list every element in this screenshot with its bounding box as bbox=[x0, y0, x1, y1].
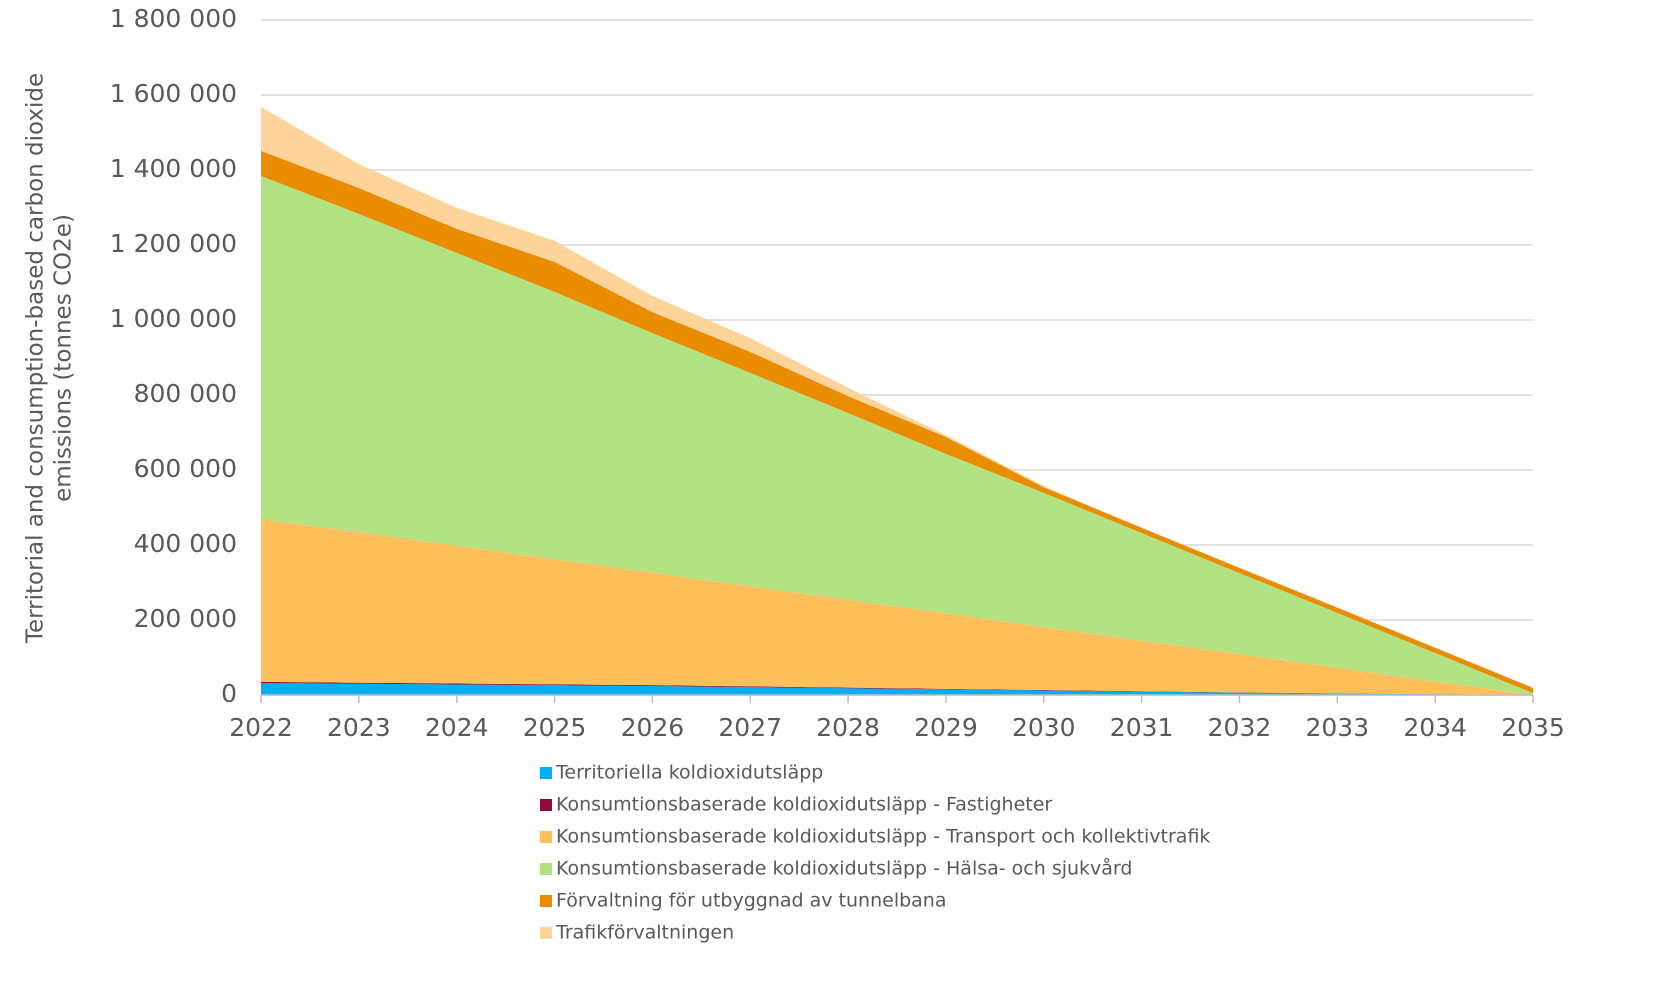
x-tick-label: 2028 bbox=[816, 713, 880, 742]
areas bbox=[261, 107, 1533, 695]
x-tick-label: 2032 bbox=[1208, 713, 1272, 742]
area bbox=[261, 176, 1533, 695]
legend: Territoriella koldioxidutsläpp Konsumtion… bbox=[540, 762, 1210, 944]
y-tick-label: 200 000 bbox=[134, 604, 237, 633]
y-tick-label: 600 000 bbox=[134, 454, 237, 483]
x-tick-label: 2024 bbox=[425, 713, 489, 742]
x-tick-label: 2031 bbox=[1110, 713, 1174, 742]
x-tick-label: 2026 bbox=[621, 713, 685, 742]
legend-label: Förvaltning för utbyggnad av tunnelbana bbox=[556, 890, 947, 912]
y-tick-label: 1 000 000 bbox=[110, 304, 237, 333]
x-tick-label: 2029 bbox=[914, 713, 978, 742]
y-tick-label: 1 400 000 bbox=[110, 154, 237, 183]
x-tick-label: 2034 bbox=[1403, 713, 1467, 742]
x-tick-label: 2025 bbox=[523, 713, 587, 742]
area bbox=[261, 683, 1533, 695]
x-tick-label: 2022 bbox=[229, 713, 293, 742]
area bbox=[261, 150, 1533, 694]
legend-swatch bbox=[540, 863, 552, 875]
legend-label: Konsumtionsbaserade koldioxidutsläpp - F… bbox=[556, 794, 1052, 816]
legend-swatch bbox=[540, 831, 552, 843]
legend-label: Territoriella koldioxidutsläpp bbox=[555, 762, 823, 784]
legend-swatch bbox=[540, 927, 552, 939]
y-tick-label: 800 000 bbox=[134, 379, 237, 408]
legend-label: Konsumtionsbaserade koldioxidutsläpp - H… bbox=[556, 857, 1132, 880]
legend-swatch bbox=[540, 799, 552, 811]
legend-label: Trafikförvaltningen bbox=[555, 922, 734, 944]
y-axis-title-line: emissions (tonnes CO2e) bbox=[51, 214, 77, 502]
x-tick-label: 2033 bbox=[1305, 713, 1369, 742]
y-tick-label: 1 600 000 bbox=[110, 79, 237, 108]
x-tick-label: 2023 bbox=[327, 713, 391, 742]
y-tick-label: 400 000 bbox=[134, 529, 237, 558]
legend-label: Konsumtionsbaserade koldioxidutsläpp - T… bbox=[556, 826, 1210, 848]
y-tick-label: 0 bbox=[221, 679, 237, 708]
x-tick-label: 2030 bbox=[1012, 713, 1076, 742]
axes: 0 200 000 400 000 600 000 800 000 1 000 000 1 … bbox=[110, 4, 1565, 742]
legend-swatch bbox=[540, 895, 552, 907]
y-axis-title-line: Territorial and consumption-based carbon… bbox=[23, 73, 49, 644]
area bbox=[261, 681, 1533, 695]
y-axis-title: Territorial and consumption-based carbon… bbox=[23, 73, 77, 644]
y-tick-label: 1 800 000 bbox=[110, 4, 237, 33]
x-tick-label: 2027 bbox=[718, 713, 782, 742]
legend-swatch bbox=[540, 767, 552, 779]
x-tick-label: 2035 bbox=[1501, 713, 1565, 742]
y-tick-label: 1 200 000 bbox=[110, 229, 237, 258]
area bbox=[261, 519, 1533, 695]
